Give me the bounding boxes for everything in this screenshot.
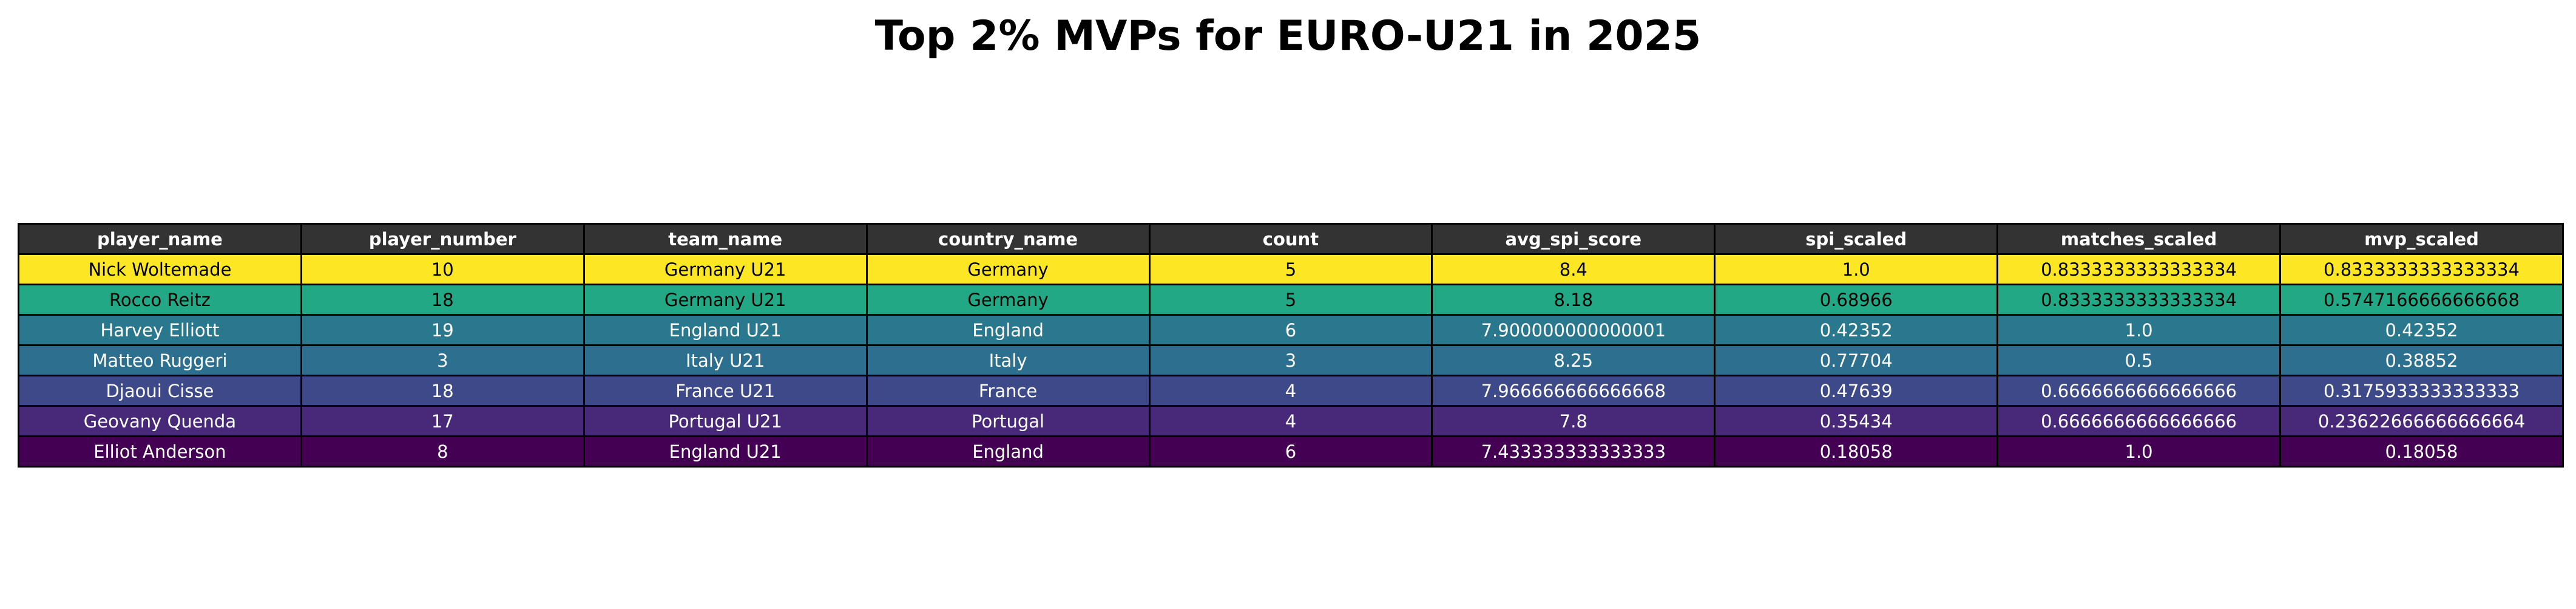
cell-matches-scaled: 0.6666666666666666 — [1996, 375, 2281, 407]
column-header-mvp-scaled: mvp_scaled — [2279, 223, 2564, 255]
column-header-player-number: player_number — [300, 223, 585, 255]
cell-team-name: Italy U21 — [583, 344, 868, 376]
cell-avg-spi-score: 7.8 — [1431, 405, 1716, 437]
cell-player-name: Nick Woltemade — [18, 253, 302, 285]
cell-country-name: Italy — [865, 344, 1151, 376]
cell-mvp-scaled: 0.23622666666666664 — [2279, 405, 2564, 437]
table-body: Nick Woltemade 10 Germany U21 Germany 5 8.4 1.… — [18, 253, 2564, 468]
cell-matches-scaled: 0.6666666666666666 — [1996, 405, 2281, 437]
mvp-table: player_name player_number team_name country… — [18, 223, 2564, 468]
cell-team-name: Germany U21 — [583, 253, 868, 285]
table-row: Geovany Quenda 17 Portugal U21 Portugal 4 7.8… — [18, 405, 2564, 437]
table-row: Harvey Elliott 19 England U21 England 6 7.900… — [18, 314, 2564, 346]
cell-player-number: 8 — [300, 435, 585, 468]
cell-count: 5 — [1148, 284, 1433, 316]
cell-spi-scaled: 0.77704 — [1714, 344, 1999, 376]
cell-team-name: France U21 — [583, 375, 868, 407]
cell-spi-scaled: 0.68966 — [1714, 284, 1999, 316]
cell-country-name: England — [865, 435, 1151, 468]
cell-count: 5 — [1148, 253, 1433, 285]
cell-country-name: Portugal — [865, 405, 1151, 437]
cell-spi-scaled: 0.42352 — [1714, 314, 1999, 346]
cell-mvp-scaled: 0.3175933333333333 — [2279, 375, 2564, 407]
chart-title: Top 2% MVPs for EURO-U21 in 2025 — [874, 12, 1702, 60]
cell-count: 3 — [1148, 344, 1433, 376]
table-row: Nick Woltemade 10 Germany U21 Germany 5 8.4 1.… — [18, 253, 2564, 285]
column-header-count: count — [1148, 223, 1433, 255]
cell-count: 4 — [1148, 375, 1433, 407]
cell-mvp-scaled: 0.8333333333333334 — [2279, 253, 2564, 285]
cell-player-name: Elliot Anderson — [18, 435, 302, 468]
cell-count: 6 — [1148, 435, 1433, 468]
column-header-matches-scaled: matches_scaled — [1996, 223, 2281, 255]
cell-mvp-scaled: 0.42352 — [2279, 314, 2564, 346]
cell-player-name: Djaoui Cisse — [18, 375, 302, 407]
column-header-country-name: country_name — [865, 223, 1151, 255]
cell-mvp-scaled: 0.38852 — [2279, 344, 2564, 376]
cell-matches-scaled: 1.0 — [1996, 435, 2281, 468]
cell-avg-spi-score: 8.4 — [1431, 253, 1716, 285]
cell-team-name: Portugal U21 — [583, 405, 868, 437]
cell-player-name: Matteo Ruggeri — [18, 344, 302, 376]
cell-spi-scaled: 0.47639 — [1714, 375, 1999, 407]
cell-player-number: 3 — [300, 344, 585, 376]
table-row: Elliot Anderson 8 England U21 England 6 7.433… — [18, 435, 2564, 468]
cell-country-name: France — [865, 375, 1151, 407]
column-header-spi-scaled: spi_scaled — [1714, 223, 1999, 255]
cell-player-number: 18 — [300, 375, 585, 407]
cell-count: 4 — [1148, 405, 1433, 437]
cell-player-number: 17 — [300, 405, 585, 437]
cell-avg-spi-score: 7.966666666666668 — [1431, 375, 1716, 407]
cell-avg-spi-score: 8.18 — [1431, 284, 1716, 316]
cell-player-number: 19 — [300, 314, 585, 346]
cell-country-name: Germany — [865, 253, 1151, 285]
column-header-team-name: team_name — [583, 223, 868, 255]
cell-avg-spi-score: 7.433333333333333 — [1431, 435, 1716, 468]
cell-player-number: 18 — [300, 284, 585, 316]
cell-matches-scaled: 0.8333333333333334 — [1996, 284, 2281, 316]
cell-avg-spi-score: 8.25 — [1431, 344, 1716, 376]
cell-player-name: Rocco Reitz — [18, 284, 302, 316]
cell-matches-scaled: 0.8333333333333334 — [1996, 253, 2281, 285]
cell-team-name: England U21 — [583, 435, 868, 468]
cell-team-name: Germany U21 — [583, 284, 868, 316]
cell-spi-scaled: 1.0 — [1714, 253, 1999, 285]
cell-mvp-scaled: 0.5747166666666668 — [2279, 284, 2564, 316]
cell-avg-spi-score: 7.900000000000001 — [1431, 314, 1716, 346]
cell-country-name: England — [865, 314, 1151, 346]
cell-player-name: Geovany Quenda — [18, 405, 302, 437]
cell-matches-scaled: 0.5 — [1996, 344, 2281, 376]
cell-spi-scaled: 0.18058 — [1714, 435, 1999, 468]
cell-spi-scaled: 0.35434 — [1714, 405, 1999, 437]
cell-mvp-scaled: 0.18058 — [2279, 435, 2564, 468]
cell-player-number: 10 — [300, 253, 585, 285]
table-row: Djaoui Cisse 18 France U21 France 4 7.9666666… — [18, 375, 2564, 407]
cell-matches-scaled: 1.0 — [1996, 314, 2281, 346]
header-row: player_name player_number team_name country… — [18, 223, 2564, 255]
table-row: Matteo Ruggeri 3 Italy U21 Italy 3 8.25 0.7770… — [18, 344, 2564, 376]
cell-player-name: Harvey Elliott — [18, 314, 302, 346]
cell-country-name: Germany — [865, 284, 1151, 316]
column-header-player-name: player_name — [18, 223, 302, 255]
cell-team-name: England U21 — [583, 314, 868, 346]
column-header-avg-spi-score: avg_spi_score — [1431, 223, 1716, 255]
cell-count: 6 — [1148, 314, 1433, 346]
table-row: Rocco Reitz 18 Germany U21 Germany 5 8.18 0.68… — [18, 284, 2564, 316]
